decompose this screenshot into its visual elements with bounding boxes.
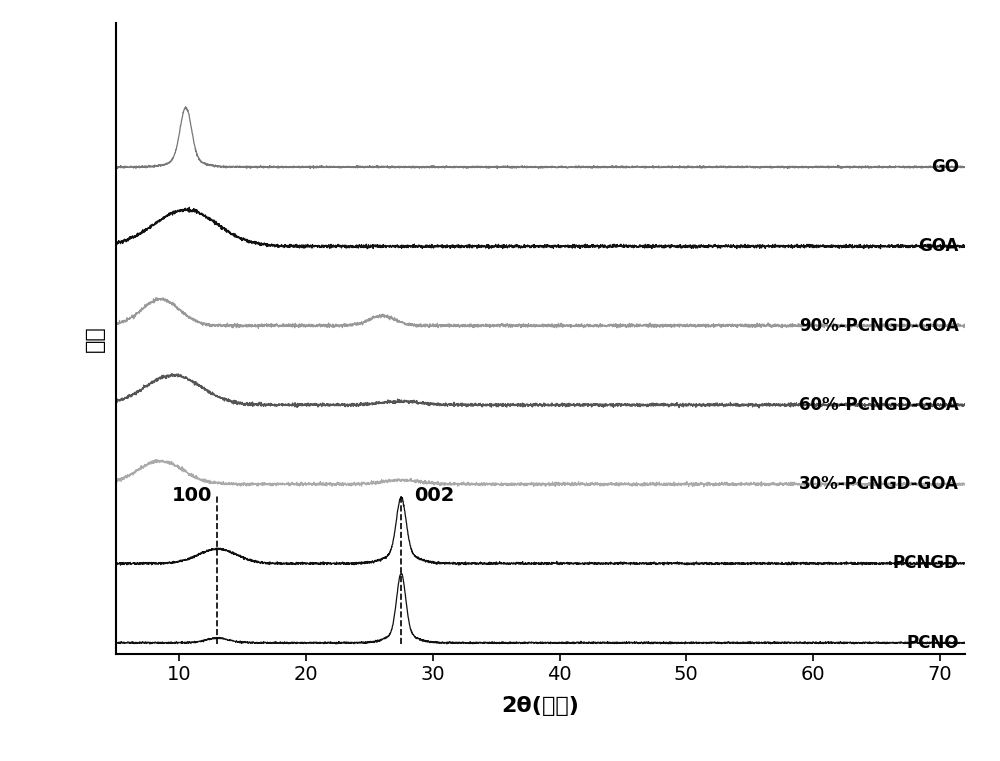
Y-axis label: 强度: 强度 bbox=[85, 325, 105, 352]
Text: 60%-PCNGD-GOA: 60%-PCNGD-GOA bbox=[799, 396, 959, 414]
Text: GOA: GOA bbox=[918, 237, 959, 255]
Text: PCNO: PCNO bbox=[906, 634, 959, 651]
Text: 30%-PCNGD-GOA: 30%-PCNGD-GOA bbox=[799, 475, 959, 493]
Text: 100: 100 bbox=[172, 486, 212, 505]
Text: GO: GO bbox=[931, 158, 959, 176]
X-axis label: 2θ(角度): 2θ(角度) bbox=[502, 696, 579, 715]
Text: 90%-PCNGD-GOA: 90%-PCNGD-GOA bbox=[799, 317, 959, 335]
Text: 002: 002 bbox=[414, 486, 454, 505]
Text: PCNGD: PCNGD bbox=[893, 555, 959, 572]
